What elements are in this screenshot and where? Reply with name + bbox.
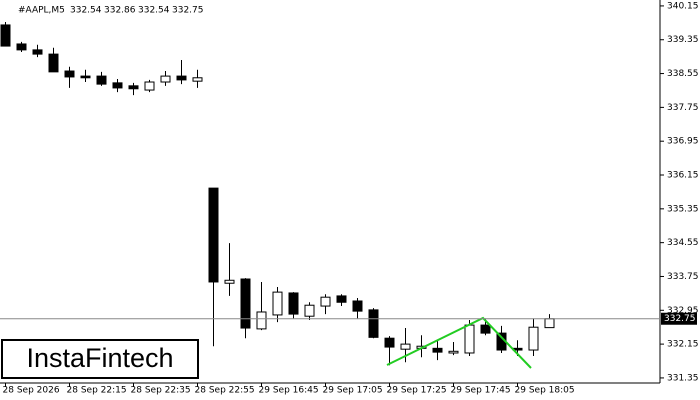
- x-tick-label: 29 Sep 16:45: [259, 386, 319, 396]
- candle-body: [176, 75, 187, 81]
- candle-body: [528, 326, 539, 351]
- header-low: 332.54: [138, 6, 170, 16]
- y-tick-label: 333.75: [667, 272, 699, 282]
- candles: [0, 21, 555, 366]
- candle-body: [112, 82, 123, 89]
- candle-body: [208, 187, 219, 283]
- candle-body: [32, 49, 43, 55]
- candle-body: [400, 343, 411, 350]
- chart-title: #AAPL,M5: [18, 6, 65, 16]
- candle-body: [288, 292, 299, 315]
- x-tick-label: 29 Sep 17:05: [323, 386, 383, 396]
- x-tick-label: 28 Sep 22:55: [195, 386, 255, 396]
- y-tick-label: 339.35: [667, 35, 699, 45]
- candle-body: [240, 278, 251, 329]
- header-high: 332.86: [104, 6, 136, 16]
- candle-body: [272, 291, 283, 316]
- candle-body: [80, 75, 91, 79]
- candle-body: [464, 324, 475, 354]
- y-tick-label: 340.15: [667, 1, 699, 11]
- candle-body: [368, 309, 379, 338]
- x-tick-label: 28 Sep 2026: [3, 386, 60, 396]
- x-tick-label: 28 Sep 22:35: [131, 386, 191, 396]
- x-tick-label: 28 Sep 22:15: [67, 386, 127, 396]
- candle-body: [160, 75, 171, 83]
- candle-body: [0, 24, 11, 47]
- logo: InstaFintech: [26, 343, 173, 373]
- y-tick-label: 336.15: [667, 171, 699, 181]
- candle-body: [144, 81, 155, 91]
- candle-body: [432, 347, 443, 353]
- y-tick-label: 332.95: [667, 306, 699, 316]
- candle-body: [544, 318, 555, 329]
- x-tick-label: 29 Sep 17:25: [387, 386, 447, 396]
- y-tick-label: 335.35: [667, 204, 699, 214]
- candle-body: [336, 295, 347, 303]
- candle-body: [16, 43, 27, 51]
- candle-body: [96, 75, 107, 85]
- candle-body: [256, 311, 267, 330]
- y-tick-label: 334.55: [667, 238, 699, 248]
- x-tick-label: 29 Sep 17:45: [451, 386, 511, 396]
- y-tick-label: 337.75: [667, 103, 699, 113]
- candle-body: [304, 304, 315, 317]
- candle-body: [64, 70, 75, 78]
- candle-body: [128, 85, 139, 90]
- price-label: 332.75: [664, 314, 696, 324]
- y-tick-label: 336.95: [667, 137, 699, 147]
- x-tick-label: 29 Sep 18:05: [515, 386, 575, 396]
- price-label-box: [661, 312, 697, 325]
- candle-body: [480, 324, 491, 334]
- candle-body: [384, 337, 395, 348]
- pattern-line: [386, 316, 532, 369]
- y-tick-label: 338.55: [667, 69, 699, 79]
- logo-box: [1, 339, 199, 379]
- candle-body: [192, 77, 203, 82]
- candle-body: [224, 279, 235, 284]
- header-close: 332.75: [172, 6, 204, 16]
- plot-area: [0, 0, 660, 383]
- y-tick-label: 332.15: [667, 340, 699, 350]
- header-open: 332.54: [70, 6, 102, 16]
- candle-body: [352, 300, 363, 312]
- y-tick-label: 331.35: [667, 373, 699, 383]
- candle-body: [48, 53, 59, 73]
- candle-body: [320, 296, 331, 307]
- candle-body: [448, 350, 459, 354]
